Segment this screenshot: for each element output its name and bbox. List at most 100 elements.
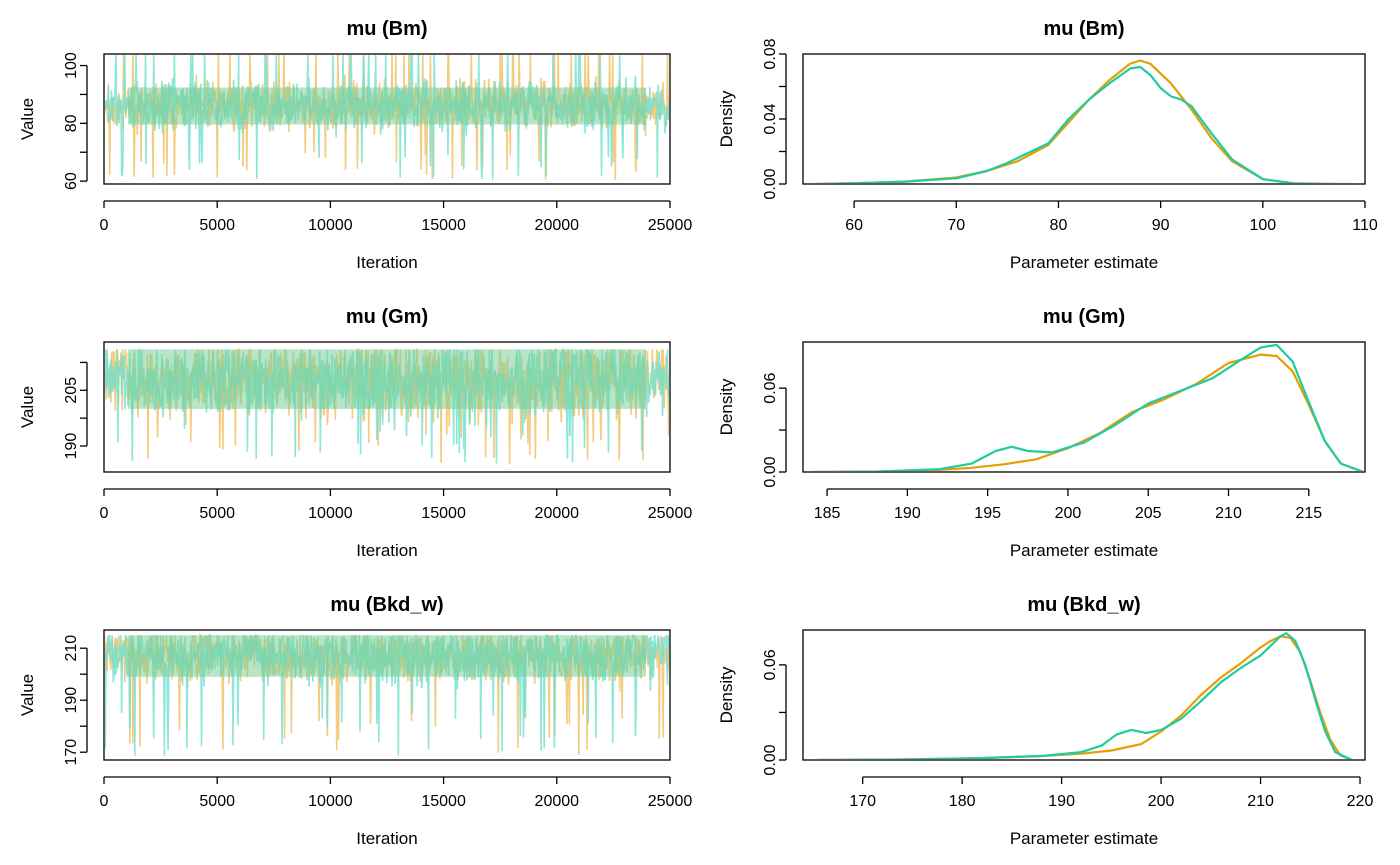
plot-frame: [802, 341, 1366, 473]
y-tick-label: 0.00: [762, 744, 779, 775]
y-axis-label: Density: [717, 378, 736, 435]
trace-overlap-band: [128, 635, 646, 677]
y-axis-label: Value: [18, 674, 37, 716]
trace-overlap-band: [128, 87, 646, 125]
x-tick-label: 10000: [308, 217, 353, 234]
chart-panel-1: 0 5000 10000 15000 20000 25000 60 80 100 mu (Bm) I…: [18, 18, 692, 272]
density-line-chain-2: [810, 343, 1364, 471]
x-axis: 0 5000 10000 15000 20000 25000: [100, 776, 693, 810]
y-tick-label: 60: [63, 172, 80, 190]
x-tick-label: 20000: [535, 217, 580, 234]
x-tick-label: 210: [1247, 793, 1274, 810]
chart-title: mu (Bm): [1043, 18, 1124, 40]
x-tick-label: 190: [1048, 793, 1075, 810]
y-tick-label: 210: [63, 635, 80, 662]
x-tick-label: 220: [1347, 793, 1374, 810]
density-line-chain-2: [815, 65, 1333, 183]
x-tick-label: 195: [974, 505, 1001, 522]
y-axis-label: Value: [18, 98, 37, 140]
x-tick-label: 170: [849, 793, 876, 810]
plot-area: [817, 632, 1353, 759]
x-tick-label: 90: [1152, 217, 1170, 234]
chart-panel-3: 0 5000 10000 15000 20000 25000 190 205 mu (Gm) It…: [18, 306, 692, 560]
chart-title: mu (Gm): [346, 306, 428, 328]
x-tick-label: 60: [845, 217, 863, 234]
y-axis: 60 80 100: [63, 52, 88, 190]
y-tick-label: 0.00: [762, 168, 779, 199]
x-tick-label: 25000: [648, 217, 693, 234]
y-tick-label: 80: [63, 114, 80, 132]
chart-title: mu (Bkd_w): [330, 594, 443, 616]
plot-frame: [103, 629, 671, 761]
y-axis: 190 205: [63, 361, 88, 460]
x-tick-label: 5000: [199, 505, 235, 522]
x-axis-label: Iteration: [356, 829, 417, 848]
x-axis: 0 5000 10000 15000 20000 25000: [100, 488, 693, 522]
x-tick-label: 5000: [199, 217, 235, 234]
plot-area: [105, 348, 669, 465]
x-tick-label: 5000: [199, 793, 235, 810]
x-tick-label: 0: [100, 793, 109, 810]
plot-frame: [103, 53, 671, 185]
chart-panel-4: 185 190 195 200 205 210 215 0.00 0.06 mu (Gm) Para…: [717, 306, 1366, 560]
x-axis-label: Parameter estimate: [1010, 253, 1158, 272]
x-axis-label: Parameter estimate: [1010, 829, 1158, 848]
plot-area: [105, 55, 669, 181]
x-tick-label: 25000: [648, 505, 693, 522]
x-axis: 60 70 80 90 100 110: [845, 200, 1378, 234]
x-tick-label: 25000: [648, 793, 693, 810]
x-tick-label: 190: [894, 505, 921, 522]
x-tick-label: 80: [1050, 217, 1068, 234]
plot-area: [815, 59, 1352, 183]
x-tick-label: 180: [949, 793, 976, 810]
x-tick-label: 70: [947, 217, 965, 234]
y-axis: 170 190 210: [63, 635, 88, 766]
x-axis: 0 5000 10000 15000 20000 25000: [100, 200, 693, 234]
y-axis: 0.00 0.06: [762, 649, 787, 776]
x-tick-label: 20000: [535, 793, 580, 810]
x-tick-label: 20000: [535, 505, 580, 522]
y-tick-label: 100: [63, 52, 80, 79]
plot-area: [810, 343, 1364, 471]
x-tick-label: 185: [814, 505, 841, 522]
y-tick-label: 0.06: [762, 649, 779, 680]
chart-panel-5: 0 5000 10000 15000 20000 25000 170 190 210 mu (Bk…: [18, 594, 692, 848]
y-axis: 0.00 0.06: [762, 372, 787, 488]
density-line-chain-1: [817, 635, 1353, 759]
y-tick-label: 0.00: [762, 456, 779, 487]
density-line-chain-1: [810, 353, 1364, 471]
y-tick-label: 0.06: [762, 372, 779, 403]
x-axis-label: Iteration: [356, 253, 417, 272]
x-tick-label: 110: [1352, 217, 1378, 234]
plot-area: [105, 632, 669, 757]
x-axis-label: Iteration: [356, 541, 417, 560]
y-tick-label: 170: [63, 739, 80, 766]
x-tick-label: 210: [1215, 505, 1242, 522]
y-axis-label: Density: [717, 90, 736, 147]
x-tick-label: 200: [1148, 793, 1175, 810]
chart-title: mu (Gm): [1043, 306, 1125, 328]
plot-frame: [103, 341, 671, 473]
chart-panel-2: 60 70 80 90 100 110 0.00 0.04 0.08 mu (Bm) Paramet…: [717, 18, 1378, 272]
x-axis: 170 180 190 200 210 220: [849, 776, 1374, 810]
y-tick-label: 190: [63, 433, 80, 460]
x-tick-label: 100: [1249, 217, 1276, 234]
x-tick-label: 15000: [421, 217, 466, 234]
plot-frame: [802, 53, 1366, 185]
x-tick-label: 0: [100, 217, 109, 234]
y-axis: 0.00 0.04 0.08: [762, 38, 787, 200]
chart-title: mu (Bkd_w): [1027, 594, 1140, 616]
x-tick-label: 10000: [308, 793, 353, 810]
x-axis-label: Parameter estimate: [1010, 541, 1158, 560]
y-tick-label: 0.04: [762, 103, 779, 134]
x-axis: 185 190 195 200 205 210 215: [814, 488, 1322, 522]
chart-panel-6: 170 180 190 200 210 220 0.00 0.06 mu (Bkd_w) Para…: [717, 594, 1373, 848]
y-tick-label: 190: [63, 687, 80, 714]
x-tick-label: 215: [1295, 505, 1322, 522]
y-axis-label: Value: [18, 386, 37, 428]
density-line-chain-2: [817, 632, 1353, 759]
density-line-chain-1: [815, 59, 1352, 183]
plot-frame: [802, 629, 1366, 761]
trace-overlap-band: [128, 349, 646, 409]
